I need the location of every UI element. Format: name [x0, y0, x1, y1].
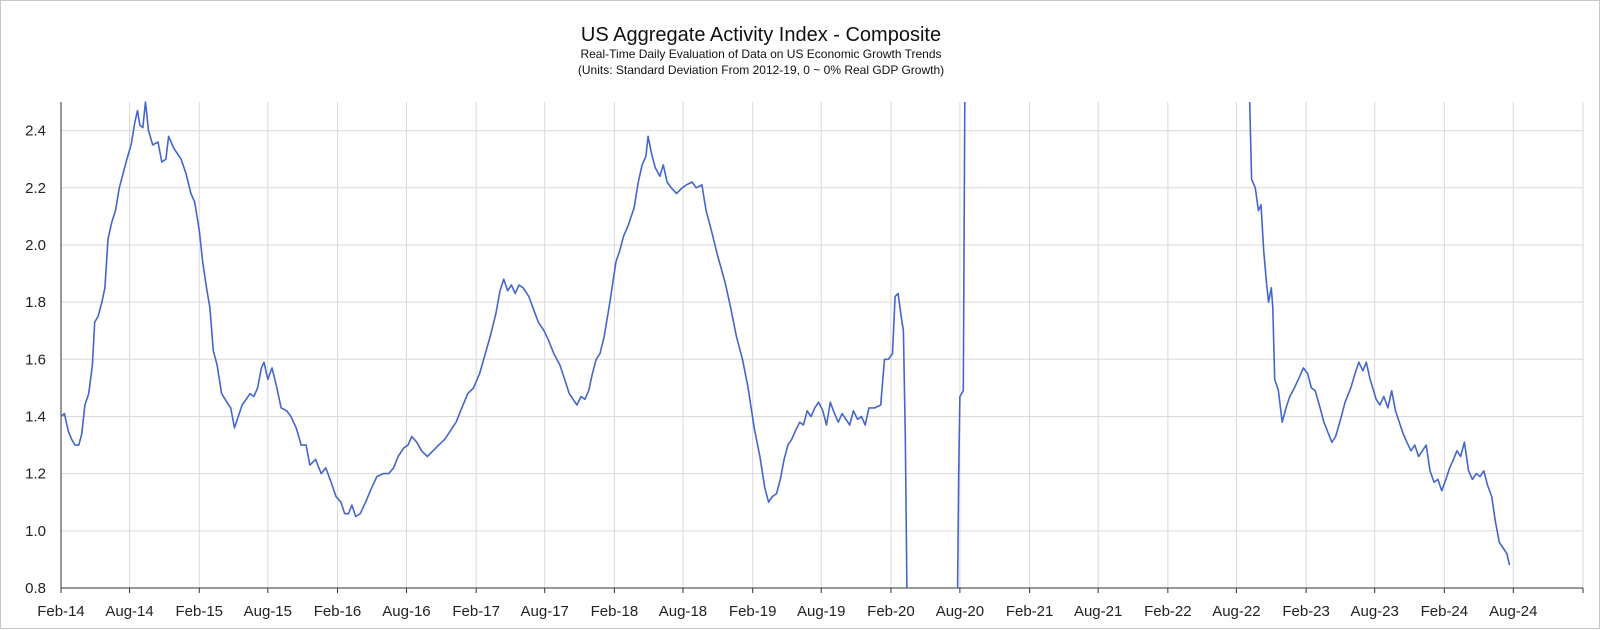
- x-tick-label: Aug-16: [382, 603, 430, 620]
- x-tick-label: Feb-17: [452, 603, 500, 620]
- series-line-segment-3: [1248, 101, 1511, 566]
- series-line-segment-1: [60, 101, 908, 589]
- chart-subtitle-line-2: (Units: Standard Deviation From 2012-19,…: [578, 63, 944, 77]
- y-tick-label: 2.0: [25, 237, 46, 254]
- y-tick-label: 1.6: [25, 351, 46, 368]
- x-tick-label: Feb-21: [1006, 603, 1054, 620]
- chart-subtitle-line-1: Real-Time Daily Evaluation of Data on US…: [580, 47, 941, 61]
- chart-title: US Aggregate Activity Index - Composite: [581, 24, 941, 46]
- x-tick-label: Aug-23: [1350, 603, 1398, 620]
- y-tick-label: 1.8: [25, 294, 46, 311]
- y-tick-label: 1.2: [25, 466, 46, 483]
- x-tick-label: Feb-19: [729, 603, 777, 620]
- x-tick-label: Aug-15: [244, 603, 292, 620]
- x-tick-label: Feb-20: [867, 603, 915, 620]
- y-tick-label: 1.0: [25, 523, 46, 540]
- x-tick-label: Feb-24: [1421, 603, 1469, 620]
- grid: [61, 102, 1584, 588]
- x-tick-label: Aug-17: [521, 603, 569, 620]
- series-line-segment-2: [956, 101, 966, 589]
- y-tick-label: 0.8: [25, 580, 46, 597]
- x-tick-label: Feb-15: [175, 603, 223, 620]
- x-tick-label: Feb-23: [1282, 603, 1330, 620]
- x-tick-label: Feb-16: [314, 603, 362, 620]
- y-tick-label: 2.4: [25, 123, 46, 140]
- x-tick-label: Aug-20: [936, 603, 984, 620]
- x-tick-label: Aug-24: [1489, 603, 1537, 620]
- x-tick-label: Aug-18: [659, 603, 707, 620]
- x-tick-label: Aug-19: [797, 603, 845, 620]
- x-tick-label: Feb-14: [37, 603, 85, 620]
- x-tick-label: Aug-14: [105, 603, 153, 620]
- axes: 0.8 1.0 1.2 1.4 1.6 1.8 2.0 2.2 2.4 Feb-14 Aug-14 F…: [25, 102, 1584, 620]
- x-tick-label: Aug-21: [1074, 603, 1122, 620]
- y-tick-label: 2.2: [25, 180, 46, 197]
- x-tick-label: Feb-18: [591, 603, 639, 620]
- y-tick-label: 1.4: [25, 408, 46, 425]
- x-tick-label: Aug-22: [1212, 603, 1260, 620]
- x-tick-label: Feb-22: [1144, 603, 1192, 620]
- series-layer: [60, 101, 1511, 589]
